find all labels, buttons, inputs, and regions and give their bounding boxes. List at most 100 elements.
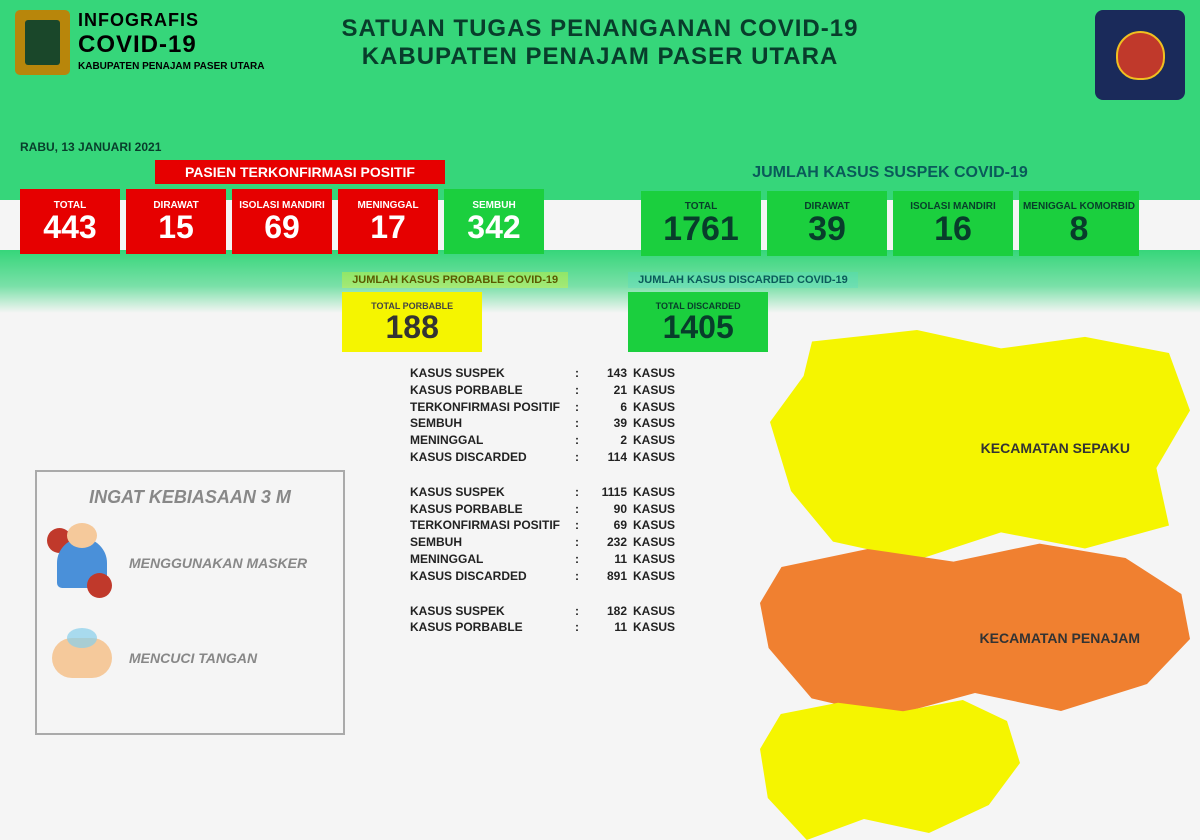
dr-value: 114	[587, 449, 627, 466]
stat-value: 15	[158, 211, 194, 243]
dr-unit: KASUS	[633, 603, 675, 620]
dr-unit: KASUS	[633, 382, 675, 399]
habit-row: MENCUCI TANGAN	[47, 623, 333, 693]
habits-title: INGAT KEBIASAAN 3 M	[47, 487, 333, 508]
data-row: MENINGGAL:2 KASUS	[410, 432, 675, 449]
dr-colon: :	[575, 484, 587, 501]
dr-label: MENINGGAL	[410, 551, 575, 568]
dr-value: 182	[587, 603, 627, 620]
logo-title: INFOGRAFIS	[78, 10, 265, 31]
discarded-title: JUMLAH KASUS DISCARDED COVID-19	[628, 272, 858, 288]
dr-unit: KASUS	[633, 534, 675, 551]
dr-label: TERKONFIRMASI POSITIF	[410, 517, 575, 534]
data-row: SEMBUH:39 KASUS	[410, 415, 675, 432]
stat-value: 69	[264, 211, 300, 243]
dr-value: 69	[587, 517, 627, 534]
stat-box: DIRAWAT39	[767, 191, 887, 256]
positif-panel: PASIEN TERKONFIRMASI POSITIF TOTAL443DIR…	[20, 160, 580, 256]
dr-colon: :	[575, 382, 587, 399]
dr-colon: :	[575, 432, 587, 449]
data-row: KASUS DISCARDED:114 KASUS	[410, 449, 675, 466]
suspek-panel: JUMLAH KASUS SUSPEK COVID-19 TOTAL1761DI…	[610, 160, 1170, 256]
data-block: KASUS SUSPEK:182 KASUSKASUS PORBABLE:11 KA…	[410, 603, 675, 637]
discarded-value: 1405	[663, 311, 734, 343]
dr-unit: KASUS	[633, 449, 675, 466]
dr-value: 90	[587, 501, 627, 518]
data-row: MENINGGAL:11KASUS	[410, 551, 675, 568]
data-row: KASUS PORBABLE:21KASUS	[410, 382, 675, 399]
covid-badge-icon	[1095, 10, 1185, 100]
district-data: KASUS SUSPEK:143KASUSKASUS PORBABLE:21KA…	[410, 365, 675, 654]
dr-label: KASUS PORBABLE	[410, 619, 575, 636]
dr-label: KASUS PORBABLE	[410, 501, 575, 518]
dr-value: 2	[587, 432, 627, 449]
dr-colon: :	[575, 551, 587, 568]
region-label-sepaku: KECAMATAN SEPAKU	[981, 440, 1130, 456]
dr-label: KASUS PORBABLE	[410, 382, 575, 399]
dr-colon: :	[575, 568, 587, 585]
dr-label: KASUS DISCARDED	[410, 449, 575, 466]
suspek-row: TOTAL1761DIRAWAT39ISOLASI MANDIRI16MENIG…	[610, 191, 1170, 256]
stat-value: 443	[43, 211, 96, 243]
emblem-icon	[15, 10, 70, 75]
logo-region: KABUPATEN PENAJAM PASER UTARA	[78, 61, 265, 72]
data-block: KASUS SUSPEK:143KASUSKASUS PORBABLE:21KA…	[410, 365, 675, 466]
data-row: SEMBUH:232 KASUS	[410, 534, 675, 551]
dr-colon: :	[575, 365, 587, 382]
data-block: KASUS SUSPEK:1115KASUSKASUS PORBABLE:90K…	[410, 484, 675, 585]
stat-box: MENIGGAL KOMORBID8	[1019, 191, 1139, 256]
stat-box: ISOLASI MANDIRI69	[232, 189, 332, 254]
dr-colon: :	[575, 603, 587, 620]
dr-label: TERKONFIRMASI POSITIF	[410, 399, 575, 416]
dr-colon: :	[575, 534, 587, 551]
stat-value: 1761	[663, 212, 739, 246]
dr-unit: KASUS	[633, 551, 675, 568]
stat-value: 39	[808, 212, 846, 246]
data-row: KASUS SUSPEK:182 KASUS	[410, 603, 675, 620]
dr-unit: KASUS	[633, 619, 675, 636]
stat-box: DIRAWAT15	[126, 189, 226, 254]
dr-unit: KASUS	[633, 365, 675, 382]
dr-colon: :	[575, 501, 587, 518]
date-label: RABU, 13 JANUARI 2021	[20, 140, 161, 154]
header: INFOGRAFIS COVID-19 KABUPATEN PENAJAM PA…	[0, 0, 1200, 200]
dr-value: 232	[587, 534, 627, 551]
stat-value: 342	[467, 211, 520, 243]
dr-label: SEMBUH	[410, 534, 575, 551]
habit-row: MENGGUNAKAN MASKER	[47, 528, 333, 598]
habit-text: MENGGUNAKAN MASKER	[129, 555, 307, 571]
dr-unit: KASUS	[633, 415, 675, 432]
dr-value: 143	[587, 365, 627, 382]
map: KECAMATAN SEPAKU KECAMATAN PENAJAM	[700, 340, 1200, 800]
positif-title: PASIEN TERKONFIRMASI POSITIF	[155, 160, 445, 184]
dr-unit: KASUS	[633, 568, 675, 585]
dr-unit: KASUS	[633, 432, 675, 449]
stat-box: TOTAL443	[20, 189, 120, 254]
positif-row: TOTAL443DIRAWAT15ISOLASI MANDIRI69MENING…	[20, 189, 580, 254]
stat-box: TOTAL1761	[641, 191, 761, 256]
dr-colon: :	[575, 415, 587, 432]
data-row: KASUS SUSPEK:143KASUS	[410, 365, 675, 382]
suspek-title: JUMLAH KASUS SUSPEK COVID-19	[722, 160, 1058, 186]
dr-value: 11	[587, 619, 627, 636]
stat-value: 8	[1070, 212, 1089, 246]
dr-colon: :	[575, 399, 587, 416]
dr-value: 39	[587, 415, 627, 432]
logo-left: INFOGRAFIS COVID-19 KABUPATEN PENAJAM PA…	[15, 10, 265, 75]
stat-box: MENINGGAL17	[338, 189, 438, 254]
stat-panels: PASIEN TERKONFIRMASI POSITIF TOTAL443DIR…	[0, 160, 1200, 256]
data-row: KASUS DISCARDED:891KASUS	[410, 568, 675, 585]
dr-label: KASUS DISCARDED	[410, 568, 575, 585]
dr-label: KASUS SUSPEK	[410, 603, 575, 620]
habit-text: MENCUCI TANGAN	[129, 650, 257, 666]
dr-label: MENINGGAL	[410, 432, 575, 449]
dr-unit: KASUS	[633, 484, 675, 501]
stat-box: SEMBUH342	[444, 189, 544, 254]
dr-colon: :	[575, 449, 587, 466]
region-label-penajam: KECAMATAN PENAJAM	[980, 630, 1140, 646]
probable-value: 188	[385, 311, 438, 343]
dr-label: SEMBUH	[410, 415, 575, 432]
lower-section: INGAT KEBIASAAN 3 M MENGGUNAKAN MASKER M…	[0, 340, 1200, 800]
data-row: KASUS PORBABLE:90KASUS	[410, 501, 675, 518]
mask-icon	[47, 528, 117, 598]
